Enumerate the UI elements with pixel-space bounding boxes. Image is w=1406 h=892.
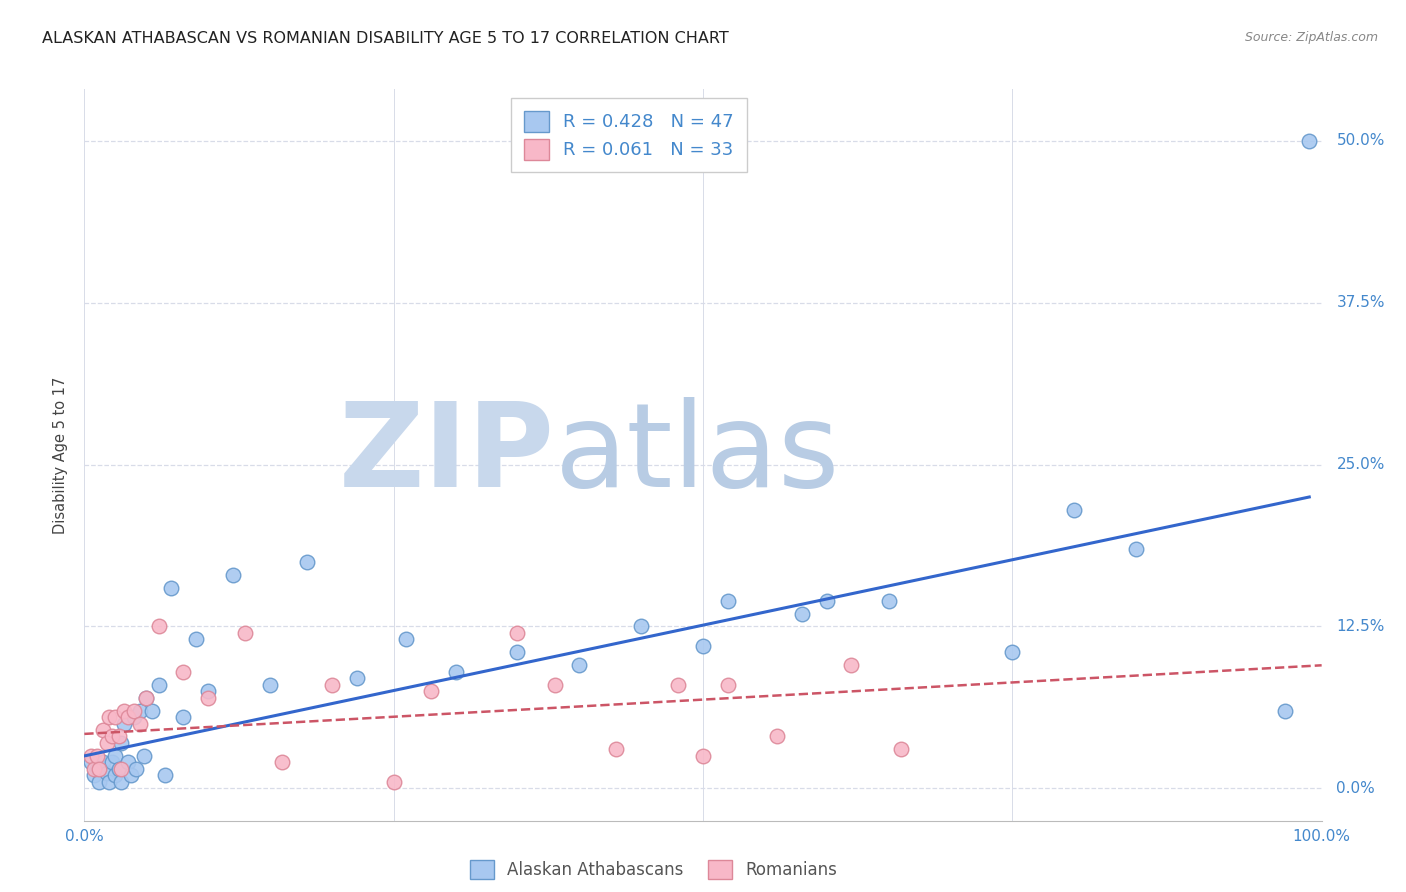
Point <box>172 665 194 679</box>
Point <box>117 710 139 724</box>
Point <box>112 716 135 731</box>
Point <box>666 678 689 692</box>
Point <box>295 555 318 569</box>
Point <box>382 774 405 789</box>
Point <box>197 690 219 705</box>
Point <box>1001 645 1024 659</box>
Text: 25.0%: 25.0% <box>1337 457 1385 472</box>
Point <box>1063 503 1085 517</box>
Point <box>79 756 101 770</box>
Point <box>184 632 207 647</box>
Point <box>148 619 170 633</box>
Point <box>135 690 157 705</box>
Point <box>132 748 155 763</box>
Point <box>346 671 368 685</box>
Point <box>100 730 122 744</box>
Point <box>91 723 114 737</box>
Point <box>419 684 441 698</box>
Point <box>153 768 176 782</box>
Text: 50.0%: 50.0% <box>1337 134 1385 148</box>
Point <box>1125 541 1147 556</box>
Point <box>86 762 108 776</box>
Point <box>104 768 127 782</box>
Point <box>108 730 131 744</box>
Point <box>110 774 132 789</box>
Point <box>1298 134 1320 148</box>
Point <box>890 742 912 756</box>
Point <box>1274 704 1296 718</box>
Point <box>89 762 111 776</box>
Point <box>96 736 118 750</box>
Point <box>89 774 111 789</box>
Point <box>766 730 789 744</box>
Point <box>110 736 132 750</box>
Point <box>135 690 157 705</box>
Point <box>222 567 245 582</box>
Point <box>129 716 152 731</box>
Point <box>717 678 740 692</box>
Point <box>877 593 900 607</box>
Point <box>692 748 714 763</box>
Point <box>122 704 145 718</box>
Point <box>148 678 170 692</box>
Legend: Alaskan Athabascans, Romanians: Alaskan Athabascans, Romanians <box>464 853 844 886</box>
Point <box>172 710 194 724</box>
Point <box>790 607 813 621</box>
Point <box>91 756 114 770</box>
Point <box>100 756 122 770</box>
Point <box>233 626 256 640</box>
Text: 12.5%: 12.5% <box>1337 619 1385 634</box>
Point <box>717 593 740 607</box>
Point <box>141 704 163 718</box>
Point <box>83 762 105 776</box>
Point <box>568 658 591 673</box>
Point <box>160 581 183 595</box>
Point <box>692 639 714 653</box>
Point <box>122 710 145 724</box>
Point <box>506 645 529 659</box>
Point <box>108 762 131 776</box>
Text: ZIP: ZIP <box>339 398 554 512</box>
Point <box>104 748 127 763</box>
Point <box>104 710 127 724</box>
Point <box>83 768 105 782</box>
Text: atlas: atlas <box>554 398 839 512</box>
Text: Source: ZipAtlas.com: Source: ZipAtlas.com <box>1244 31 1378 45</box>
Point <box>120 768 142 782</box>
Point <box>321 678 343 692</box>
Point <box>630 619 652 633</box>
Point <box>841 658 863 673</box>
Point <box>86 748 108 763</box>
Point <box>112 704 135 718</box>
Point <box>96 765 118 780</box>
Text: 37.5%: 37.5% <box>1337 295 1385 310</box>
Point <box>506 626 529 640</box>
Point <box>543 678 565 692</box>
Point <box>125 762 148 776</box>
Point <box>79 748 101 763</box>
Point <box>605 742 627 756</box>
Point <box>110 762 132 776</box>
Point <box>271 756 294 770</box>
Point <box>815 593 838 607</box>
Point <box>444 665 467 679</box>
Point <box>197 684 219 698</box>
Point <box>117 756 139 770</box>
Point <box>395 632 418 647</box>
Text: 0.0%: 0.0% <box>1337 780 1375 796</box>
Point <box>98 774 121 789</box>
Point <box>129 704 152 718</box>
Point <box>98 710 121 724</box>
Text: ALASKAN ATHABASCAN VS ROMANIAN DISABILITY AGE 5 TO 17 CORRELATION CHART: ALASKAN ATHABASCAN VS ROMANIAN DISABILIT… <box>42 31 728 46</box>
Y-axis label: Disability Age 5 to 17: Disability Age 5 to 17 <box>53 376 69 533</box>
Point <box>259 678 281 692</box>
